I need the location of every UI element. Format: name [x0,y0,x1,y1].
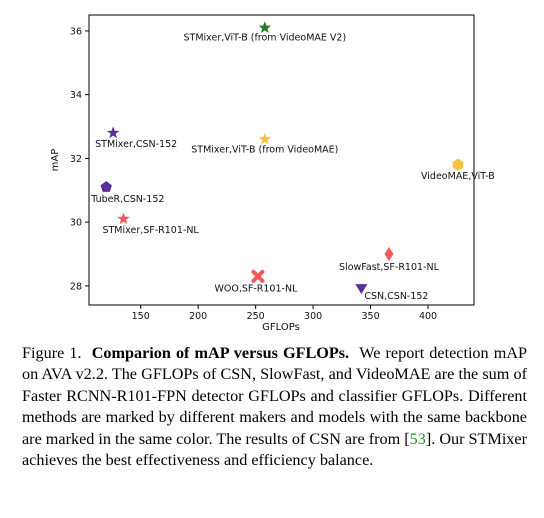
point-label: STMixer,ViT-B (from VideoMAE V2) [183,33,346,44]
caption-prefix: Figure 1. [22,344,82,362]
point-label: STMixer,CSN-152 [95,139,177,150]
x-tick-label: 300 [304,311,322,322]
x-axis-label: GFLOPs [262,322,300,333]
hexagon-marker [452,158,464,171]
caption-body: We report detection mAP on AVA v2.2. The… [22,344,528,448]
axis-ticks: 150 200 250 300 350 400 28 30 32 34 36 [70,26,437,322]
y-axis-label: mAP [50,149,61,172]
star-marker [117,212,130,225]
point-label: STMixer,ViT-B (from VideoMAE) [191,144,338,155]
y-tick-label: 30 [70,218,82,229]
point-label: CSN,CSN-152 [364,291,428,302]
x-marker [251,269,265,283]
point-label: WOO,SF-R101-NL [215,283,299,294]
x-tick-label: 150 [132,311,150,322]
y-tick-label: 28 [70,281,82,292]
scatter-chart: 150 200 250 300 350 400 28 30 32 34 36 STMixer,ViT… [50,14,495,333]
diamond-marker [384,247,394,262]
star-marker [107,126,120,139]
x-marker-stroke [251,269,265,283]
y-tick-label: 34 [70,90,82,101]
star-marker [258,21,271,33]
figure-caption: Figure 1. Comparion of mAP versus GFLOPs… [22,343,527,471]
point-label: VideoMAE,ViT-B [421,171,495,182]
point-label: STMixer,SF-R101-NL [102,225,199,236]
x-tick-label: 350 [361,311,379,322]
y-tick-label: 32 [70,154,82,165]
pentagon-marker [100,181,112,192]
x-tick-label: 250 [247,311,265,322]
point-label: TubeR,CSN-152 [90,194,164,205]
y-tick-label: 36 [70,26,82,37]
x-tick-label: 400 [419,311,437,322]
caption-body-end: ]. Our STMixer achieves the best effecti… [22,429,528,470]
data-points [100,21,464,295]
triangle-down-marker [355,284,368,295]
citation-link[interactable]: 53 [409,429,426,448]
caption-title: Comparion of mAP versus GFLOPs. [91,344,350,362]
star-marker [258,132,271,145]
point-label: SlowFast,SF-R101-NL [339,262,440,273]
plot-frame [88,14,475,306]
data-labels: STMixer,ViT-B (from VideoMAE V2) STMixer,… [90,33,495,302]
x-tick-label: 200 [189,311,207,322]
